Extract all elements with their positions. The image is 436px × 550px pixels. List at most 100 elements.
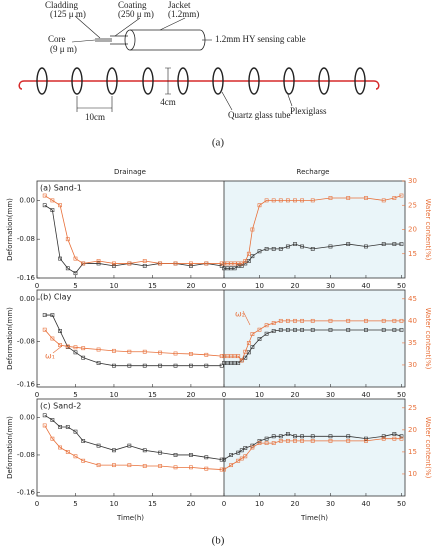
marker xyxy=(278,438,283,443)
marker xyxy=(243,349,248,354)
marker xyxy=(81,355,86,360)
jacket-shape xyxy=(130,29,206,51)
recharge-background xyxy=(224,181,405,278)
marker xyxy=(293,198,297,203)
label: (1.2mm) xyxy=(168,9,199,19)
annotation: ω₂ xyxy=(235,310,245,319)
series-line xyxy=(224,195,402,264)
marker xyxy=(65,450,70,454)
marker xyxy=(246,350,251,355)
marker xyxy=(246,259,251,263)
marker xyxy=(229,463,233,468)
marker xyxy=(73,429,78,434)
marker xyxy=(142,349,147,354)
marker xyxy=(189,453,193,457)
marker xyxy=(257,203,262,208)
marker xyxy=(278,328,283,332)
marker xyxy=(264,247,269,251)
marker xyxy=(219,467,224,472)
marker xyxy=(271,321,276,325)
marker xyxy=(50,336,55,341)
marker xyxy=(96,361,101,365)
header: Drainage xyxy=(114,168,146,176)
marker xyxy=(173,261,178,266)
series-line xyxy=(44,414,222,461)
marker xyxy=(328,244,333,249)
plot-frame xyxy=(36,289,406,388)
rings xyxy=(36,67,366,95)
x-tick-label: 20 xyxy=(186,500,195,508)
x-tick-label: 15 xyxy=(148,282,157,290)
series-line xyxy=(44,204,222,274)
annotation-leader xyxy=(52,345,63,354)
marker xyxy=(239,456,244,461)
marker xyxy=(127,443,132,448)
marker xyxy=(58,343,62,348)
marker xyxy=(229,453,233,457)
marker xyxy=(381,198,386,203)
marker xyxy=(219,363,224,368)
marker xyxy=(243,261,248,266)
marker xyxy=(392,196,397,200)
marker xyxy=(310,438,315,443)
marker xyxy=(257,337,262,341)
diagram xyxy=(71,15,212,51)
series-line xyxy=(224,243,402,269)
y-tick-label: 0.00 xyxy=(19,196,35,204)
marker xyxy=(50,198,55,203)
marker xyxy=(225,261,230,266)
marker xyxy=(142,263,147,268)
marker xyxy=(346,438,351,443)
series-line xyxy=(44,195,222,264)
marker xyxy=(236,261,241,266)
marker xyxy=(158,350,163,355)
label: (250 μ m) xyxy=(118,9,154,19)
series-line xyxy=(44,425,222,470)
marker xyxy=(310,328,315,332)
marker xyxy=(219,261,224,266)
marker xyxy=(257,327,262,332)
marker xyxy=(300,438,304,443)
marker xyxy=(285,198,290,203)
marker xyxy=(300,244,304,249)
marker xyxy=(58,425,62,429)
marker xyxy=(142,259,147,263)
marker xyxy=(50,436,55,441)
marker xyxy=(222,261,226,266)
marker xyxy=(204,363,209,368)
x-tick-label: 0 xyxy=(222,500,226,508)
x-tick-label: 10 xyxy=(255,391,264,399)
marker xyxy=(285,244,290,249)
marker xyxy=(204,261,209,266)
marker xyxy=(158,464,163,468)
marker xyxy=(399,242,404,246)
marker xyxy=(142,448,147,453)
marker xyxy=(310,198,315,203)
y2-axis-label: Water content(%) xyxy=(424,417,432,479)
marker xyxy=(300,434,304,439)
marker xyxy=(225,354,230,359)
x-tick-label: 30 xyxy=(326,391,335,399)
marker xyxy=(293,242,297,246)
marker xyxy=(58,256,62,261)
marker xyxy=(236,263,241,268)
marker xyxy=(112,261,116,266)
marker xyxy=(293,438,297,443)
marker xyxy=(381,436,386,441)
marker xyxy=(250,345,255,349)
marker xyxy=(222,266,226,271)
marker xyxy=(222,467,226,472)
marker xyxy=(232,261,237,266)
label: Cladding xyxy=(45,0,78,10)
marker xyxy=(293,328,297,332)
header: Recharge xyxy=(297,168,330,176)
x-tick-label: 40 xyxy=(361,282,370,290)
marker xyxy=(246,251,251,256)
marker xyxy=(271,441,276,445)
marker xyxy=(243,454,248,459)
leader-lines xyxy=(221,91,293,111)
marker xyxy=(50,313,55,317)
marker xyxy=(222,361,226,365)
marker xyxy=(189,263,193,268)
x-tick-label: 10 xyxy=(109,500,118,508)
